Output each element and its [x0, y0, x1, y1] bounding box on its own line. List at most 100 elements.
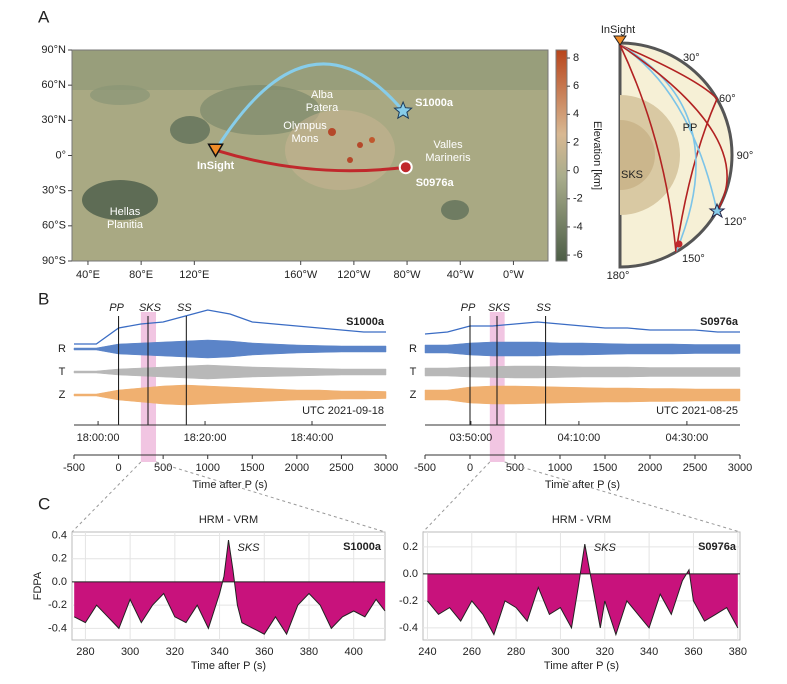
- x-axis-label: Time after P (s): [545, 479, 620, 491]
- place-label: Patera: [306, 102, 339, 114]
- x-tick-label: 400: [345, 646, 363, 658]
- utc-tick-label: 18:40:00: [291, 432, 334, 444]
- x-tick-label: 340: [640, 646, 658, 658]
- x-tick-label: 320: [166, 646, 184, 658]
- x-tick-label: 2500: [329, 462, 353, 474]
- panel-label: A: [38, 7, 50, 26]
- x-tick-label: 260: [463, 646, 481, 658]
- trace-label: R: [58, 343, 66, 355]
- trace: [73, 384, 387, 406]
- x-tick-label: 1500: [240, 462, 264, 474]
- event-marker: [398, 160, 413, 175]
- x-tick-label: 0°W: [503, 269, 525, 281]
- x-tick-label: -500: [414, 462, 436, 474]
- x-tick-label: 380: [300, 646, 318, 658]
- colorbar-tick-label: 8: [573, 52, 579, 64]
- x-tick-label: 80°W: [394, 269, 422, 281]
- phase-label: SKS: [139, 302, 162, 314]
- date-label: UTC 2021-08-25: [656, 405, 738, 417]
- x-tick-label: 0: [467, 462, 473, 474]
- zoom-line: [155, 461, 386, 533]
- trace-label: Z: [410, 389, 417, 401]
- place-label: Planitia: [107, 219, 144, 231]
- place-labels: Alba Patera Olympus Mons Valles Marineri…: [107, 89, 471, 231]
- x-tick-label: 120°W: [337, 269, 371, 281]
- utc-tick-label: 03:50:00: [449, 432, 492, 444]
- station-label: InSight: [197, 160, 235, 172]
- event-label: S1000a: [346, 316, 385, 328]
- x-tick-label: 500: [154, 462, 172, 474]
- utc-tick-label: 18:20:00: [184, 432, 227, 444]
- x-tick-label: 2000: [285, 462, 309, 474]
- y-tick-label: 0.0: [403, 568, 418, 580]
- place-label: Hellas: [110, 206, 141, 218]
- area-line: [73, 540, 386, 636]
- phase-label: SKS: [488, 302, 511, 314]
- x-tick-label: 300: [551, 646, 569, 658]
- y-tick-label: 0.0: [52, 576, 67, 588]
- y-tick-label: 90°S: [42, 255, 66, 267]
- diagram-label: 60°: [719, 93, 736, 105]
- diagram-label: 150°: [682, 253, 705, 265]
- x-tick-label: 500: [506, 462, 524, 474]
- utc-tick-label: 04:10:00: [557, 432, 600, 444]
- zoom-line: [504, 461, 741, 533]
- x-tick-label: 120°E: [179, 269, 209, 281]
- station-marker: [207, 143, 224, 158]
- diagram-label: 30°: [683, 52, 700, 64]
- colorbar-tick-label: -4: [573, 221, 583, 233]
- colorbar-tick-label: 6: [573, 80, 579, 92]
- x-tick-label: 3000: [374, 462, 398, 474]
- colorbar: [555, 49, 568, 262]
- ray-path: [214, 62, 405, 152]
- event-label: S1000a: [415, 97, 454, 109]
- chart-title: HRM - VRM: [552, 514, 611, 526]
- event-label: S1000a: [343, 541, 382, 553]
- x-tick-label: 240: [418, 646, 436, 658]
- x-tick-label: 280: [76, 646, 94, 658]
- utc-tick-label: 04:30:00: [665, 432, 708, 444]
- x-tick-label: 380: [729, 646, 747, 658]
- x-tick-label: 280: [507, 646, 525, 658]
- y-tick-label: -0.4: [48, 622, 67, 634]
- colorbar-label: Elevation [km]: [591, 121, 603, 190]
- event-label: S0976a: [700, 316, 739, 328]
- x-tick-label: 340: [210, 646, 228, 658]
- phase-label: PP: [461, 302, 476, 314]
- x-tick-label: 320: [596, 646, 614, 658]
- trace: [424, 341, 741, 357]
- y-tick-label: 0°: [55, 149, 66, 161]
- envelope: [424, 321, 740, 335]
- envelope: [74, 309, 386, 345]
- ray-path: [215, 148, 406, 173]
- y-tick-label: 60°S: [42, 220, 66, 232]
- x-tick-label: 1000: [195, 462, 219, 474]
- trace: [424, 365, 741, 379]
- panel-label: B: [38, 289, 49, 308]
- area: [427, 544, 738, 635]
- x-tick-label: 3000: [728, 462, 752, 474]
- annotation: SKS: [237, 542, 260, 554]
- annotation: SKS: [594, 542, 617, 554]
- place-label: Valles: [433, 139, 463, 151]
- x-tick-label: 40°W: [447, 269, 475, 281]
- trace-label: R: [409, 343, 417, 355]
- x-tick-label: 80°E: [129, 269, 153, 281]
- ray-diagram: InSight 30° 60° 90° 120° 150° 180° PP SK…: [601, 24, 753, 282]
- x-tick-label: 360: [255, 646, 273, 658]
- y-axis-label: FDPA: [32, 571, 44, 600]
- x-axis-label: Time after P (s): [191, 660, 266, 672]
- diagram-label: 120°: [724, 216, 747, 228]
- colorbar-tick-label: 2: [573, 136, 579, 148]
- x-tick-label: 0: [116, 462, 122, 474]
- diagram-label: 180°: [607, 270, 630, 282]
- x-tick-label: 40°E: [76, 269, 100, 281]
- y-tick-label: 60°N: [41, 79, 66, 91]
- chart-title: HRM - VRM: [199, 514, 258, 526]
- colorbar-tick-label: 0: [573, 165, 579, 177]
- y-tick-label: 90°N: [41, 44, 66, 56]
- place-label: Olympus: [283, 120, 327, 132]
- diagram-label: 90°: [737, 150, 754, 162]
- zoom-line: [422, 461, 491, 533]
- trace: [424, 385, 741, 405]
